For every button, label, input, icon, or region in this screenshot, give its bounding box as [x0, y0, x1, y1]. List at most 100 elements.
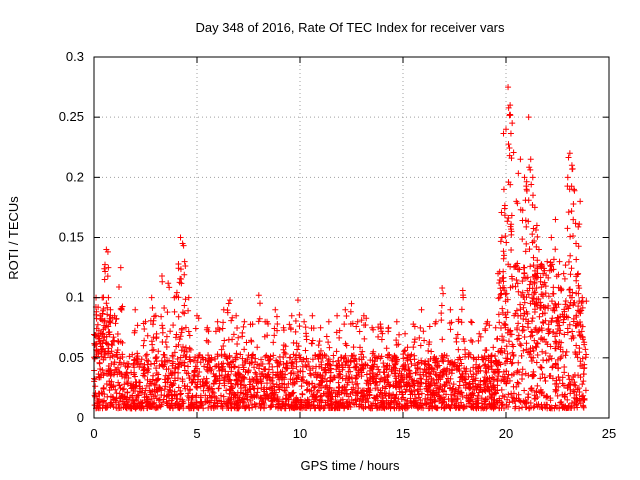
- data-point: [514, 260, 521, 267]
- data-point: [515, 359, 522, 366]
- data-point: [107, 319, 114, 326]
- data-point: [445, 357, 452, 364]
- data-point: [514, 280, 521, 287]
- data-point: [372, 354, 379, 361]
- data-point: [438, 317, 445, 324]
- data-point: [361, 392, 368, 399]
- data-point: [147, 389, 154, 396]
- data-point: [440, 290, 447, 297]
- data-point: [567, 381, 574, 388]
- data-point: [513, 198, 520, 205]
- data-point: [491, 369, 498, 376]
- data-point: [576, 395, 583, 402]
- data-point: [182, 263, 189, 270]
- data-point: [438, 373, 445, 380]
- data-point: [519, 278, 526, 285]
- data-point: [448, 370, 455, 377]
- data-point: [517, 341, 524, 348]
- data-point: [573, 240, 580, 247]
- data-point: [347, 404, 354, 411]
- data-point: [347, 358, 354, 365]
- data-point: [237, 381, 244, 388]
- data-point: [469, 391, 476, 398]
- data-point: [190, 405, 197, 412]
- data-point: [300, 377, 307, 384]
- data-point: [221, 351, 228, 358]
- data-point: [309, 312, 316, 319]
- data-point: [495, 311, 502, 318]
- data-point: [229, 314, 236, 321]
- data-point: [535, 327, 542, 334]
- data-point: [418, 375, 425, 382]
- data-point: [326, 344, 333, 351]
- data-point: [357, 395, 364, 402]
- data-point: [539, 371, 546, 378]
- data-point: [460, 336, 467, 343]
- data-point: [358, 356, 365, 363]
- data-point: [499, 373, 506, 380]
- data-point: [111, 337, 118, 344]
- data-point: [298, 399, 305, 406]
- data-point: [570, 201, 577, 208]
- data-point: [416, 394, 423, 401]
- data-point: [520, 398, 527, 405]
- data-point: [495, 373, 502, 380]
- data-point: [186, 387, 193, 394]
- data-point: [267, 384, 274, 391]
- data-point: [561, 369, 568, 376]
- data-point: [467, 384, 474, 391]
- data-point: [220, 319, 227, 326]
- data-point: [501, 212, 508, 219]
- data-point: [581, 397, 588, 404]
- data-point: [239, 329, 246, 336]
- data-point: [443, 403, 450, 410]
- data-point: [553, 387, 560, 394]
- data-point: [310, 325, 317, 332]
- data-point: [576, 345, 583, 352]
- data-point: [177, 387, 184, 394]
- data-point: [308, 387, 315, 394]
- data-point: [467, 368, 474, 375]
- data-point: [102, 324, 109, 331]
- data-point: [261, 333, 268, 340]
- data-point: [490, 368, 497, 375]
- data-point: [230, 331, 237, 338]
- data-point: [517, 398, 524, 405]
- data-point: [510, 343, 517, 350]
- data-point: [455, 404, 462, 411]
- data-point: [488, 394, 495, 401]
- data-point: [381, 390, 388, 397]
- data-point: [539, 318, 546, 325]
- data-point: [529, 174, 536, 181]
- data-point: [167, 328, 174, 335]
- data-point: [388, 368, 395, 375]
- data-point: [565, 372, 572, 379]
- data-point: [114, 347, 121, 354]
- data-point: [290, 404, 297, 411]
- data-point: [254, 344, 261, 351]
- data-point: [296, 311, 303, 318]
- data-point: [112, 386, 119, 393]
- data-point: [242, 369, 249, 376]
- data-point: [191, 369, 198, 376]
- data-point: [508, 331, 515, 338]
- data-point: [347, 359, 354, 366]
- data-point: [414, 366, 421, 373]
- x-tick-label: 20: [499, 426, 513, 441]
- data-point: [531, 300, 538, 307]
- data-point: [158, 273, 165, 280]
- data-point: [352, 381, 359, 388]
- data-point: [215, 385, 222, 392]
- data-point: [370, 375, 377, 382]
- data-point: [517, 301, 524, 308]
- data-point: [167, 370, 174, 377]
- data-point: [438, 404, 445, 411]
- data-point: [541, 279, 548, 286]
- data-point: [416, 334, 423, 341]
- data-point: [315, 342, 322, 349]
- data-point: [532, 395, 539, 402]
- data-point: [465, 350, 472, 357]
- data-point: [495, 362, 502, 369]
- data-point: [138, 404, 145, 411]
- data-point: [264, 354, 271, 361]
